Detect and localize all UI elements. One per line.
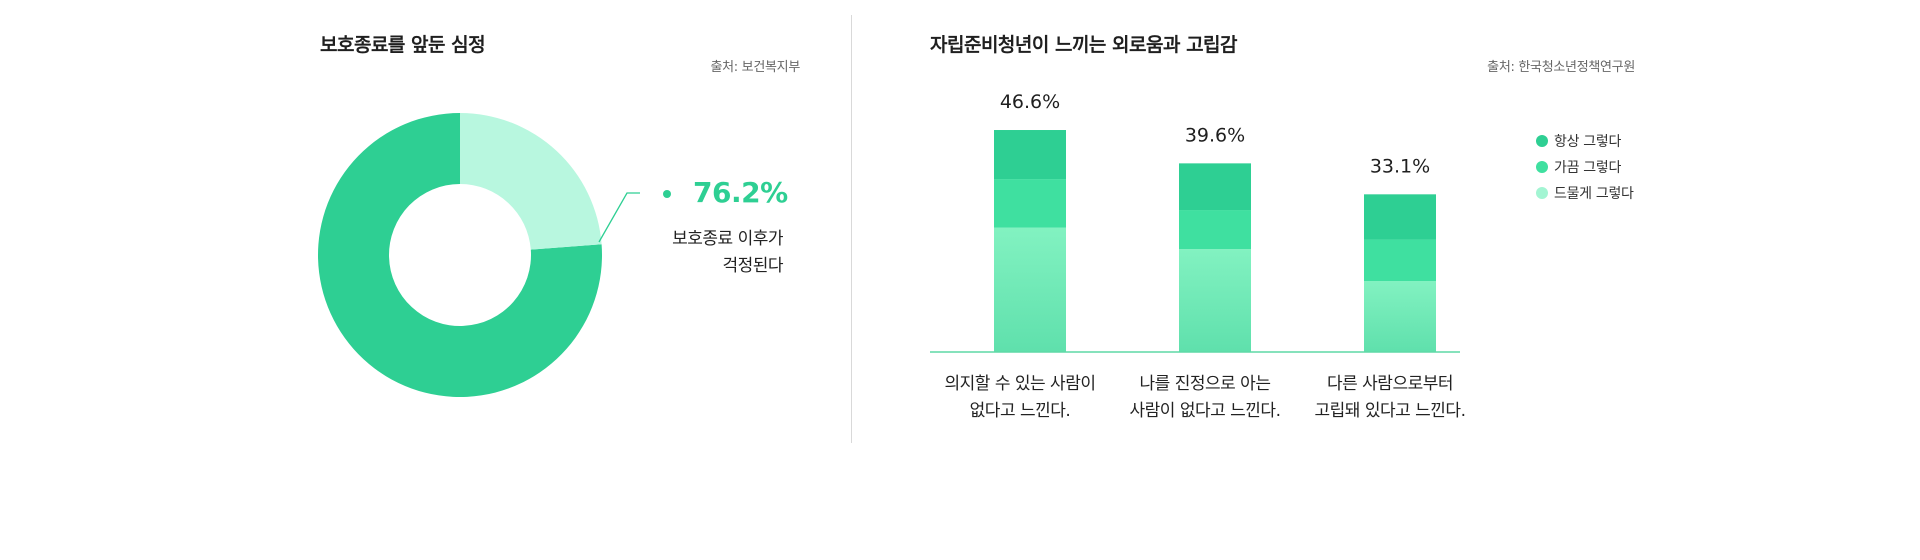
donut-chart-title: 보호종료를 앞둔 심정 — [320, 34, 486, 56]
bar-1-total-label: 46.6% — [1000, 91, 1060, 113]
donut-chart-source: 출처: 보건복지부 — [710, 60, 800, 75]
category-label-1: 의지할 수 있는 사람이 없다고 느낀다. — [925, 371, 1115, 425]
donut-slice-worried — [317, 113, 602, 397]
category-label-2-line2: 사람이 없다고 느낀다. — [1129, 401, 1281, 421]
donut-slice-other — [460, 113, 602, 250]
chart-legend: 항상 그렇다 가끔 그렇다 드물게 그렇다 — [1536, 128, 1634, 206]
category-label-1-line1: 의지할 수 있는 사람이 — [944, 374, 1096, 394]
category-label-2-line1: 나를 진정으로 아는 — [1139, 374, 1271, 394]
bar-3-total-label: 33.1% — [1370, 155, 1430, 177]
category-label-1-line2: 없다고 느낀다. — [969, 401, 1071, 421]
legend-item-always: 항상 그렇다 — [1536, 128, 1634, 154]
bar-3-segment-sometimes — [1364, 239, 1436, 282]
panel-divider — [851, 15, 852, 443]
bar-1-segment-rarely — [994, 227, 1066, 352]
callout-label-line1: 보호종료 이후가 — [672, 229, 783, 249]
callout-value: 76.2% — [693, 176, 788, 209]
bar-3-segment-always — [1364, 194, 1436, 240]
bar-2-total-label: 39.6% — [1185, 124, 1245, 146]
bar-2-segment-sometimes — [1179, 210, 1251, 250]
category-label-3: 다른 사람으로부터 고립돼 있다고 느낀다. — [1290, 371, 1490, 425]
legend-swatch-sometimes — [1536, 161, 1548, 173]
callout-label-line2: 걱정된다 — [722, 256, 783, 276]
legend-item-sometimes: 가끔 그렇다 — [1536, 154, 1634, 180]
donut-slices — [317, 113, 602, 397]
callout-label: 보호종료 이후가 걱정된다 — [672, 226, 783, 280]
legend-swatch-always — [1536, 135, 1548, 147]
bar-1-segment-always — [994, 130, 1066, 180]
legend-label-always: 항상 그렇다 — [1554, 134, 1622, 150]
stacked-bar-chart: 46.6% 39.6% 33.1% — [930, 91, 1460, 353]
legend-item-rarely: 드물게 그렇다 — [1536, 180, 1634, 206]
bar-2-segment-always — [1179, 163, 1251, 211]
category-label-3-line1: 다른 사람으로부터 — [1326, 374, 1454, 394]
bar-2-segment-rarely — [1179, 249, 1251, 352]
donut-chart — [317, 113, 640, 397]
callout-dot — [663, 190, 671, 198]
legend-label-rarely: 드물게 그렇다 — [1554, 186, 1634, 202]
bar-1-segment-sometimes — [994, 179, 1066, 228]
category-label-2: 나를 진정으로 아는 사람이 없다고 느낀다. — [1105, 371, 1305, 425]
category-label-3-line2: 고립돼 있다고 느낀다. — [1314, 401, 1466, 421]
legend-swatch-rarely — [1536, 187, 1548, 199]
legend-label-sometimes: 가끔 그렇다 — [1554, 160, 1622, 176]
bar-chart-title: 자립준비청년이 느끼는 외로움과 고립감 — [930, 34, 1238, 56]
bar-chart-source: 출처: 한국청소년정책연구원 — [1487, 60, 1635, 75]
bar-3-segment-rarely — [1364, 281, 1436, 352]
callout-leader-line — [598, 192, 640, 243]
